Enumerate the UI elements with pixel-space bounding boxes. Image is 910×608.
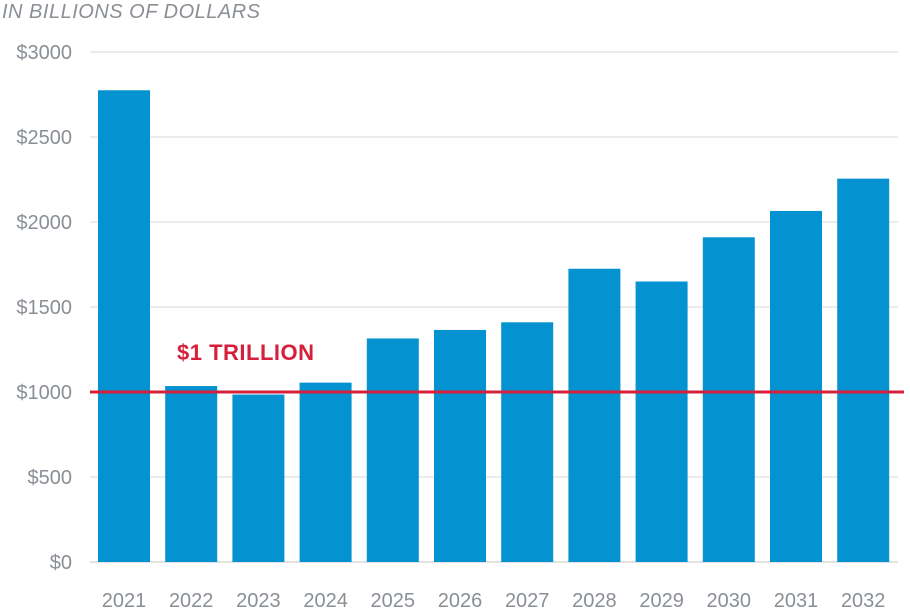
x-tick-label-2022: 2022 (169, 590, 214, 608)
reference-line-label: $1 TRILLION (177, 340, 315, 365)
bar-2024 (299, 382, 352, 562)
x-axis-ticks: 2021 2022 2023 2024 2025 2026 2027 2028 2029 2030… (102, 590, 886, 608)
x-tick-label-2032: 2032 (841, 590, 886, 608)
bar-2022 (165, 386, 218, 562)
bar-2031 (770, 210, 822, 562)
x-tick-label-2024: 2024 (303, 590, 348, 608)
y-axis-ticks: $0 $500 $1000 $1500 $2000 $2500 $3000 (16, 42, 72, 574)
x-tick-label-2026: 2026 (438, 590, 483, 608)
x-tick-label-2025: 2025 (371, 590, 416, 608)
bar-2032 (837, 178, 890, 562)
y-tick-label: $3000 (16, 42, 72, 64)
bar-2021 (98, 90, 150, 562)
bar-2030 (702, 237, 755, 563)
y-tick-label: $2000 (16, 212, 72, 234)
bar-2028 (568, 268, 621, 562)
x-tick-label-2021: 2021 (102, 590, 147, 608)
bar-2023 (232, 394, 285, 562)
bar-2027 (501, 322, 554, 562)
y-tick-label: $1000 (16, 382, 72, 404)
x-tick-label-2027: 2027 (505, 590, 550, 608)
unit-label: IN BILLIONS OF DOLLARS (2, 1, 261, 23)
y-tick-label: $1500 (16, 297, 72, 319)
x-tick-label-2031: 2031 (774, 590, 819, 608)
x-tick-label-2029: 2029 (639, 590, 684, 608)
reference-line-group: $1 TRILLION (90, 340, 904, 394)
x-tick-label-2030: 2030 (707, 590, 752, 608)
bar-2025 (366, 338, 419, 562)
bar-2026 (434, 329, 486, 562)
bars (98, 90, 890, 563)
y-tick-label: $2500 (16, 127, 72, 149)
x-tick-label-2028: 2028 (572, 590, 617, 608)
x-tick-label-2023: 2023 (236, 590, 281, 608)
bar-2029 (635, 281, 688, 562)
y-tick-label: $500 (28, 467, 73, 489)
y-tick-label: $0 (50, 552, 72, 574)
